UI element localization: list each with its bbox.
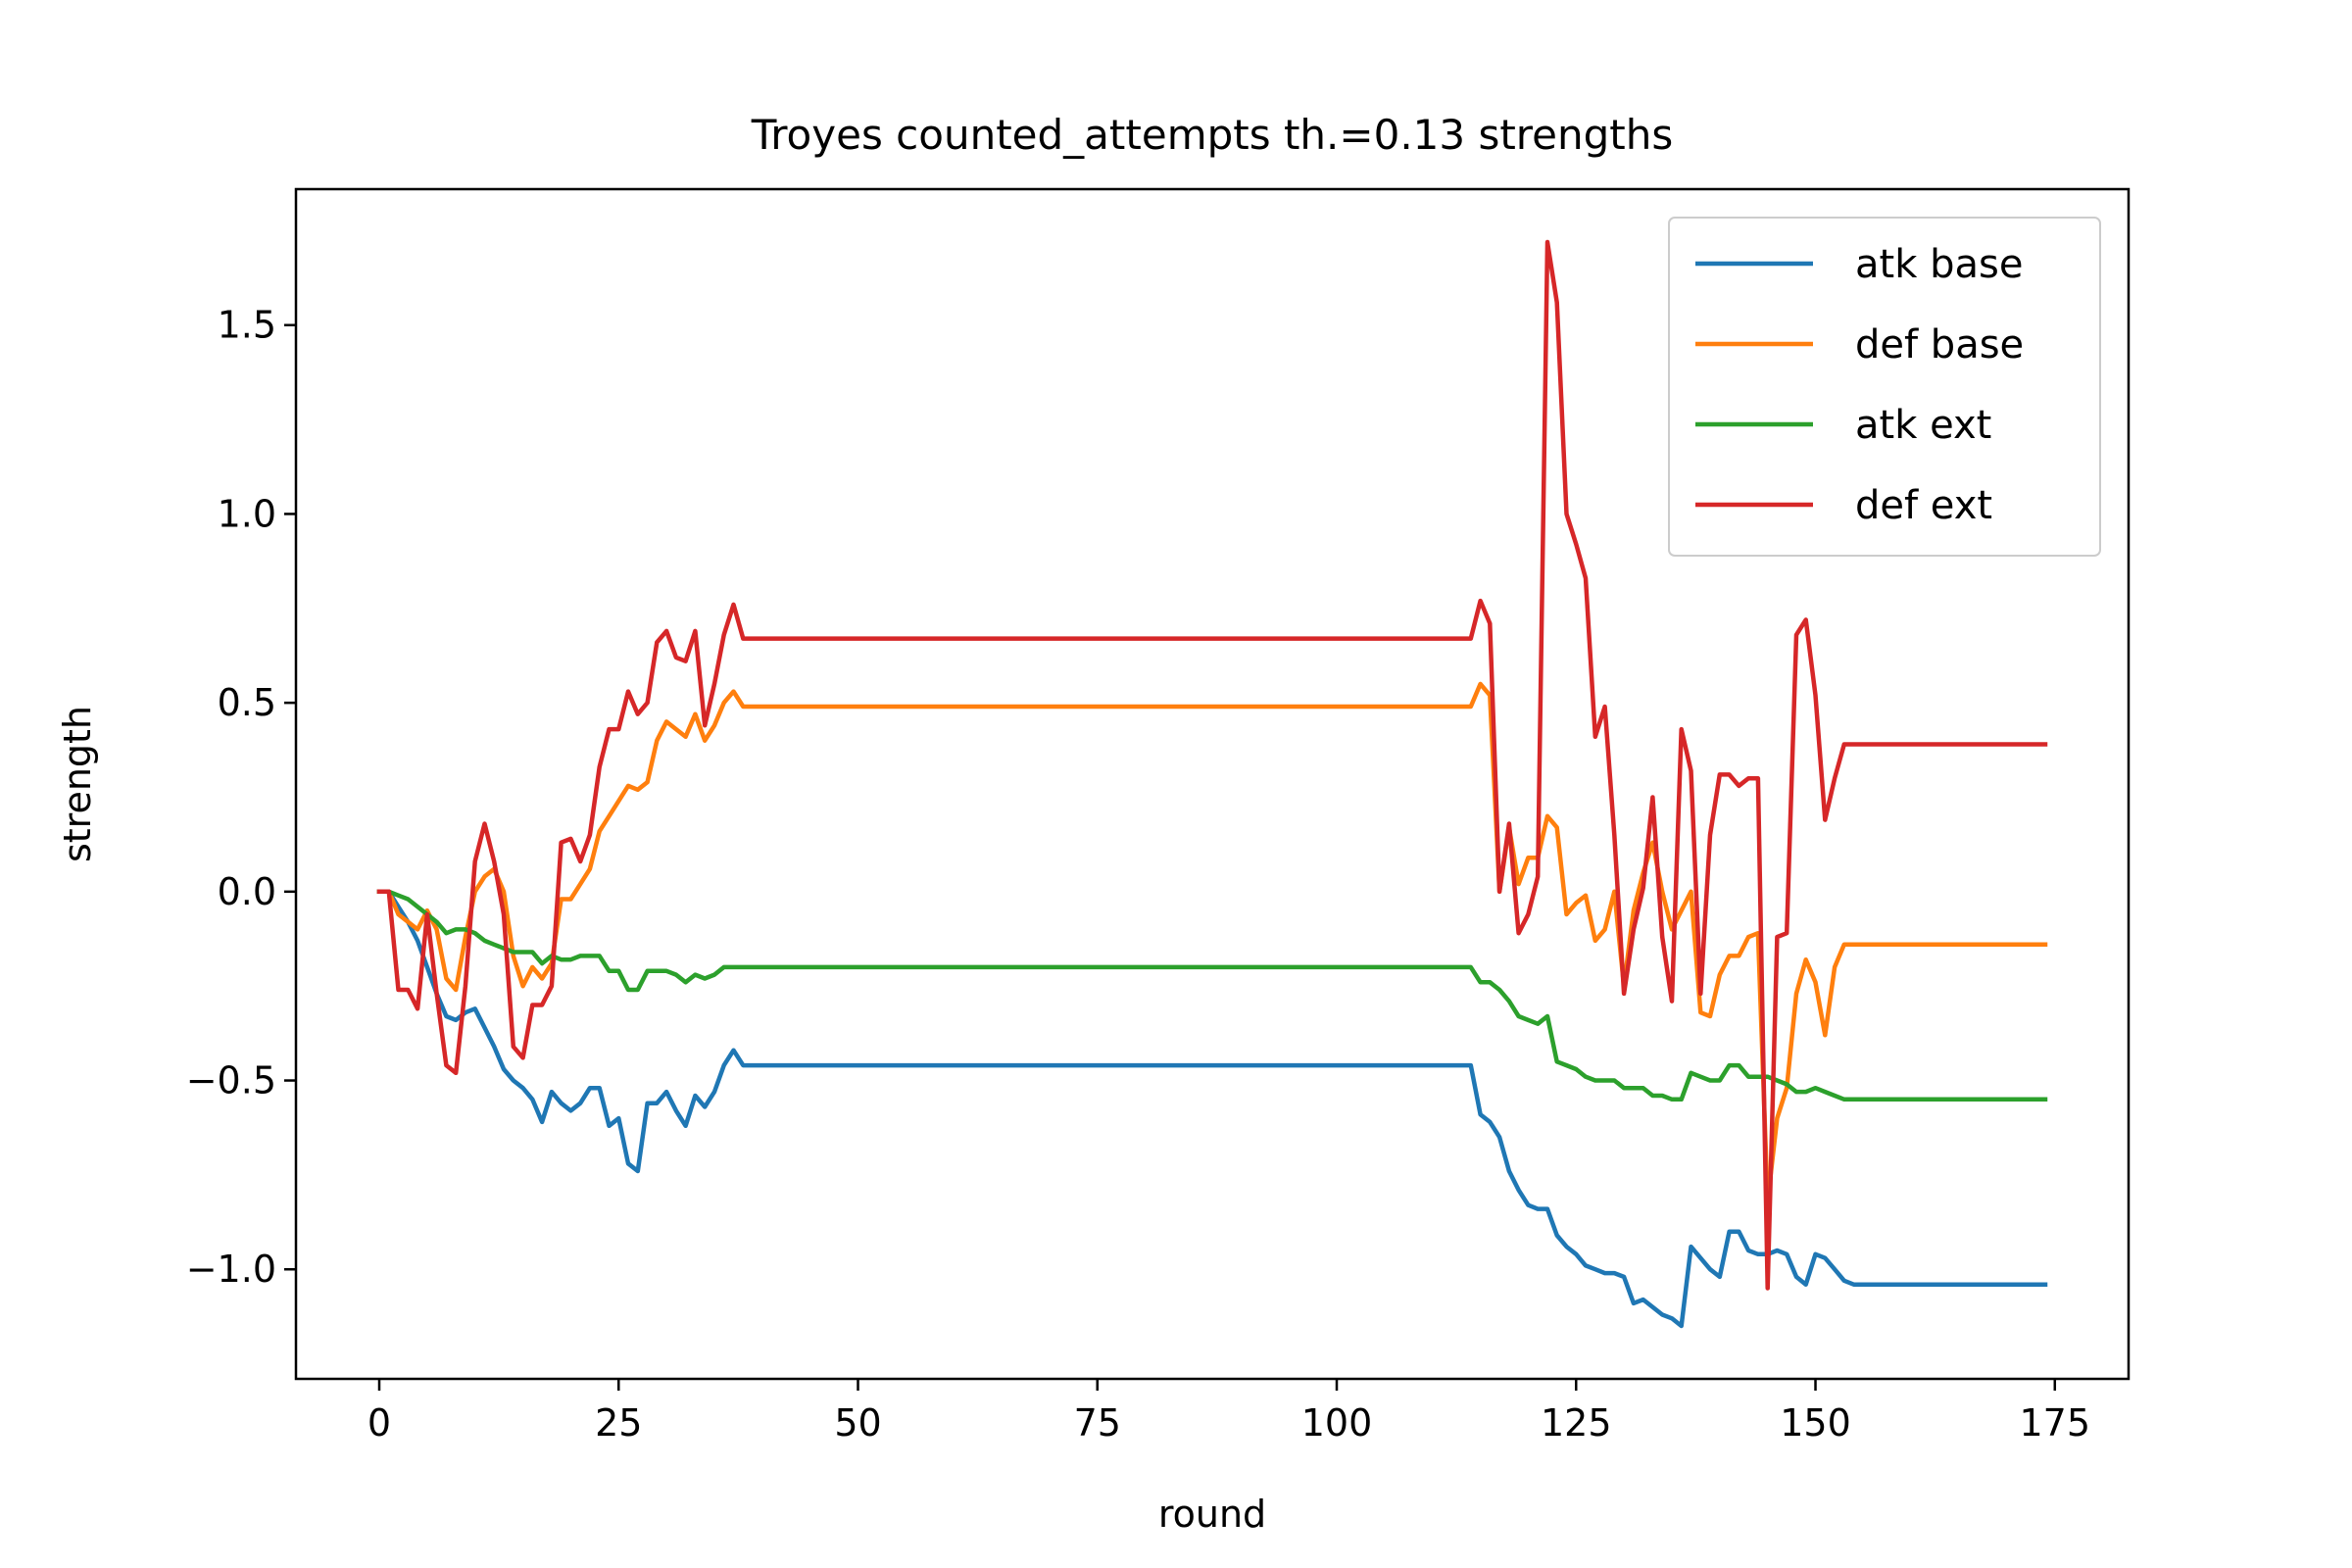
x-tick-label: 75 — [1074, 1401, 1121, 1445]
plot-area — [376, 239, 2048, 1329]
x-tick-label: 0 — [368, 1401, 391, 1445]
y-tick-label: 1.5 — [218, 304, 276, 347]
legend-label: def base — [1855, 322, 2024, 368]
legend-box — [1668, 217, 2101, 557]
legend-label: atk base — [1855, 242, 2023, 287]
y-tick-label: 1.0 — [218, 492, 276, 535]
x-tick-label: 100 — [1301, 1401, 1373, 1445]
chart-title: Troyes counted_attempts th.=0.13 strengt… — [751, 111, 1674, 159]
legend: atk base def base atk ext def ext — [1668, 217, 2101, 557]
y-axis-ticks: −1.0 −0.5 0.0 0.5 1.0 1.5 — [186, 304, 296, 1291]
series-line-atk-base — [376, 889, 2048, 1329]
x-axis-ticks: 0 25 50 75 100 125 150 175 — [368, 1379, 2090, 1445]
y-axis-label: strength — [56, 706, 99, 862]
y-tick-label: −0.5 — [186, 1059, 276, 1102]
series-line-def-base — [376, 681, 2048, 1204]
y-tick-label: 0.5 — [218, 681, 276, 724]
x-axis-label: round — [1158, 1493, 1266, 1536]
x-tick-label: 125 — [1541, 1401, 1612, 1445]
series-line-def-ext — [376, 239, 2048, 1291]
x-tick-label: 50 — [834, 1401, 881, 1445]
axes-frame — [294, 187, 2131, 1381]
x-tick-label: 25 — [595, 1401, 642, 1445]
legend-label: def ext — [1855, 483, 1992, 528]
x-tick-label: 175 — [2020, 1401, 2091, 1445]
y-tick-label: 0.0 — [218, 870, 276, 913]
legend-label: atk ext — [1855, 403, 1991, 448]
y-tick-label: −1.0 — [186, 1248, 276, 1291]
x-tick-label: 150 — [1780, 1401, 1851, 1445]
